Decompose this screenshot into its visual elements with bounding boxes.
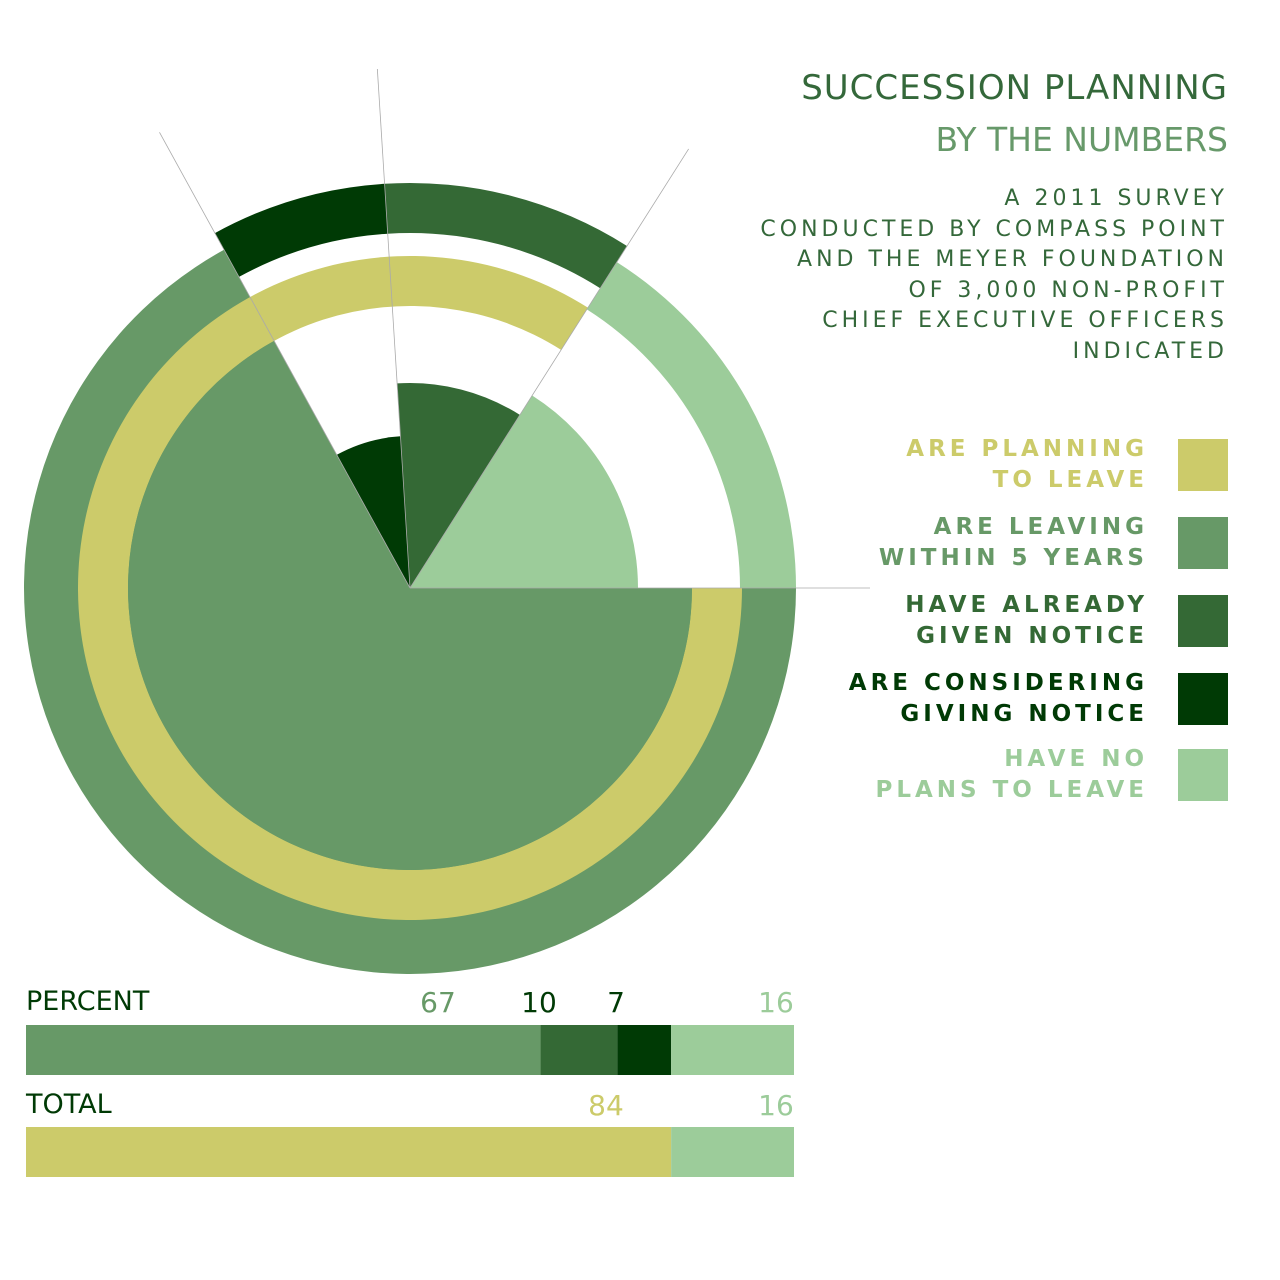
legend-label-line: GIVING NOTICE [900,701,1148,727]
divider-line [159,132,411,589]
bar-value-label: 10 [521,986,557,1019]
intro-line: CHIEF EXECUTIVE OFFICERS [822,308,1228,333]
legend-label: ARE LEAVING WITHIN 5 YEARS [818,512,1148,574]
legend-label-line: WITHIN 5 YEARS [878,545,1148,571]
legend-label-line: PLANS TO LEAVE [875,777,1148,803]
legend-label-line: TO LEAVE [992,467,1148,493]
legend-label-line: ARE LEAVING [933,514,1148,540]
intro-line: CONDUCTED BY COMPASS POINT [760,216,1228,242]
outer-tab-considering [214,183,388,277]
legend-item-leaving-5y: ARE LEAVING WITHIN 5 YEARS [818,512,1228,574]
legend-swatch [1178,439,1228,491]
survey-intro: A 2011 SURVEY CONDUCTED BY COMPASS POINT… [668,184,1228,367]
percent-bar-segment [26,1025,541,1075]
bar-value-label: 16 [758,1089,794,1122]
wedge-considering [336,436,410,588]
bar-value-label: 7 [607,986,625,1019]
bar-value-label: 16 [758,986,794,1019]
percent-bar-segment [540,1025,618,1075]
chart-subtitle: BY THE NUMBERS [935,120,1228,159]
legend-swatch [1178,595,1228,647]
bar-value-label: 67 [420,986,456,1019]
divider-line [409,148,689,589]
legend-label-line: ARE CONSIDERING [848,670,1148,696]
legend-label: ARE CONSIDERING GIVING NOTICE [818,668,1148,730]
percent-bar-segment [671,1025,794,1075]
legend-item-considering: ARE CONSIDERING GIVING NOTICE [818,668,1228,730]
legend-item-given-notice: HAVE ALREADY GIVEN NOTICE [818,590,1228,652]
legend-label-line: GIVEN NOTICE [916,623,1148,649]
outer-ring-no-plans [586,262,796,588]
chart-title: SUCCESSION PLANNING [801,68,1228,108]
legend-swatch [1178,673,1228,725]
total-bar-label: TOTAL [26,1089,112,1120]
total-bar-segment [26,1127,672,1177]
intro-line: AND THE MEYER FOUNDATION [797,247,1228,272]
wedge-no-plans [410,395,638,588]
legend-label: ARE PLANNING TO LEAVE [818,434,1148,496]
percent-bar-label: PERCENT [26,986,150,1017]
intro-line: INDICATED [1072,338,1228,364]
legend-swatch [1178,749,1228,801]
legend-label-line: ARE PLANNING [906,436,1148,462]
legend-item-no-plans: HAVE NO PLANS TO LEAVE [818,744,1228,806]
outer-tab-given-notice [384,183,628,289]
wedge-given-notice [397,383,520,588]
percent-bar-segment [617,1025,672,1075]
legend-label: HAVE NO PLANS TO LEAVE [818,744,1148,806]
intro-line: A 2011 SURVEY [1004,186,1228,211]
legend-label-line: HAVE NO [1004,746,1148,772]
legend-swatch [1178,517,1228,569]
legend-item-planning: ARE PLANNING TO LEAVE [818,434,1228,496]
divider-line [376,69,411,589]
legend-label: HAVE ALREADY GIVEN NOTICE [818,590,1148,652]
total-bar-segment [671,1127,794,1177]
bar-value-label: 84 [588,1089,624,1122]
wedge-leaving-within-5y [127,340,692,871]
intro-line: OF 3,000 NON-PROFIT [908,277,1228,303]
legend-label-line: HAVE ALREADY [905,592,1148,618]
